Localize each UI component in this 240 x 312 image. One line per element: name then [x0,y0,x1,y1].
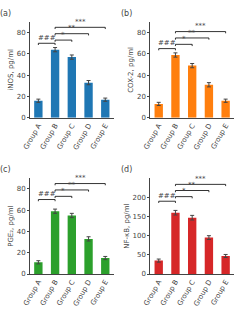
svg-text:***: *** [75,174,86,182]
svg-text:Group D: Group D [72,279,93,308]
svg-text:60: 60 [137,50,146,58]
svg-text:Group C: Group C [176,279,197,308]
svg-text:80: 80 [137,29,146,37]
svg-text:(a): (a) [0,9,11,18]
svg-text:PGE₂, pg/ml: PGE₂, pg/ml [7,205,15,246]
svg-text:###: ### [38,190,56,198]
svg-text:Group E: Group E [209,279,230,307]
svg-text:20: 20 [17,93,26,101]
svg-text:60: 60 [17,50,26,58]
svg-text:Group D: Group D [72,122,93,151]
svg-text:0: 0 [141,114,145,122]
svg-text:Group A: Group A [22,122,43,151]
svg-text:COX-2, pg/ml: COX-2, pg/ml [127,47,135,93]
svg-text:iNOS, pg/ml: iNOS, pg/ml [7,49,15,91]
svg-text:0: 0 [21,270,25,278]
svg-text:***: *** [75,18,86,26]
svg-text:40: 40 [137,72,146,80]
svg-text:*: * [61,187,65,195]
svg-text:20: 20 [137,93,146,101]
svg-text:*: * [182,35,186,43]
svg-text:Group A: Group A [22,278,43,307]
svg-text:Group A: Group A [142,122,163,151]
svg-text:Group C: Group C [55,122,76,151]
svg-text:Group D: Group D [192,122,213,151]
svg-text:###: ### [158,39,176,47]
svg-text:Group D: Group D [192,279,213,308]
svg-text:0: 0 [141,270,145,278]
svg-text:NF-κB, pg/ml: NF-κB, pg/ml [123,203,131,248]
svg-text:###: ### [158,192,176,200]
svg-text:***: *** [195,175,206,183]
svg-text:Group B: Group B [159,278,180,307]
svg-text:Group C: Group C [176,122,197,151]
svg-text:***: *** [195,22,206,30]
svg-text:Group E: Group E [89,279,110,307]
svg-text:60: 60 [17,207,26,215]
svg-text:Group B: Group B [159,122,180,151]
svg-text:40: 40 [17,228,26,236]
svg-text:**: ** [68,24,76,32]
svg-text:200: 200 [133,194,146,202]
svg-text:0: 0 [21,114,25,122]
svg-text:Group B: Group B [39,278,60,307]
svg-text:80: 80 [17,29,26,37]
svg-text:**: ** [188,181,196,189]
svg-text:20: 20 [17,249,26,257]
svg-text:*: * [182,187,186,195]
svg-text:(b): (b) [121,9,132,18]
svg-text:(d): (d) [121,165,132,174]
svg-text:50: 50 [137,251,146,259]
svg-text:(c): (c) [0,165,11,174]
svg-text:Group E: Group E [89,122,110,150]
svg-text:150: 150 [133,213,146,221]
svg-text:100: 100 [133,232,146,240]
svg-text:Group E: Group E [209,122,230,150]
svg-text:40: 40 [17,72,26,80]
svg-text:###: ### [38,34,56,42]
svg-text:Group C: Group C [55,279,76,308]
svg-text:Group A: Group A [142,278,163,307]
svg-text:**: ** [188,29,196,37]
svg-text:Group B: Group B [39,122,60,151]
svg-text:**: ** [68,181,76,189]
svg-text:*: * [61,31,65,39]
svg-text:80: 80 [17,185,26,193]
